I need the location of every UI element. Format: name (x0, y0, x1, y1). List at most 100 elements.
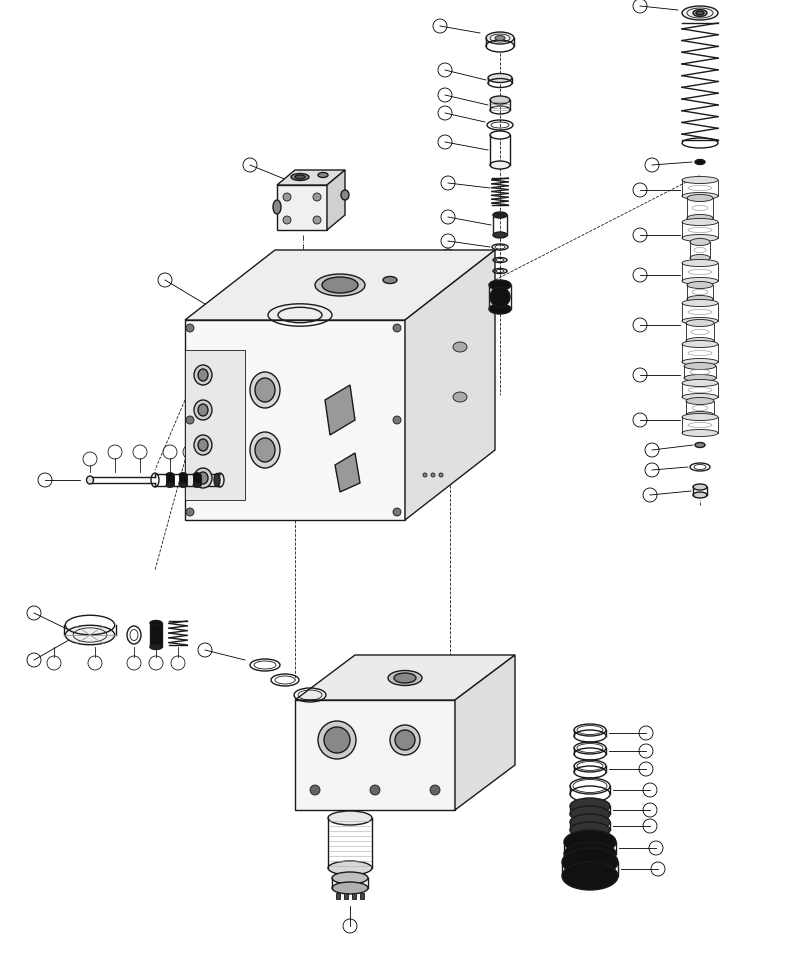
Ellipse shape (682, 413, 718, 420)
Ellipse shape (570, 822, 610, 838)
Ellipse shape (250, 372, 280, 408)
Bar (193, 475, 201, 485)
Polygon shape (185, 250, 495, 320)
Ellipse shape (315, 274, 365, 296)
Ellipse shape (682, 341, 718, 348)
Polygon shape (405, 250, 495, 520)
Ellipse shape (693, 484, 707, 490)
Ellipse shape (332, 882, 368, 894)
Circle shape (310, 785, 320, 795)
Ellipse shape (255, 378, 275, 402)
Ellipse shape (388, 671, 422, 685)
Ellipse shape (214, 473, 220, 487)
Ellipse shape (193, 482, 201, 488)
Ellipse shape (684, 362, 716, 370)
Ellipse shape (690, 255, 710, 261)
Ellipse shape (695, 160, 705, 165)
Circle shape (186, 508, 194, 516)
Ellipse shape (695, 442, 705, 447)
Ellipse shape (687, 282, 713, 288)
Bar (336, 893, 340, 899)
Ellipse shape (291, 173, 309, 180)
Circle shape (313, 216, 321, 224)
Polygon shape (277, 185, 327, 230)
Bar (352, 893, 356, 899)
Bar (150, 623, 162, 647)
Ellipse shape (86, 476, 93, 484)
Ellipse shape (193, 472, 201, 477)
Ellipse shape (570, 798, 610, 814)
Polygon shape (455, 655, 515, 810)
Bar (179, 475, 187, 485)
Ellipse shape (564, 830, 616, 854)
Ellipse shape (150, 620, 162, 625)
Ellipse shape (179, 482, 187, 488)
Ellipse shape (194, 365, 212, 385)
Ellipse shape (486, 32, 514, 44)
Polygon shape (185, 350, 245, 500)
Ellipse shape (493, 212, 507, 218)
Ellipse shape (693, 492, 707, 498)
Ellipse shape (273, 200, 281, 214)
Ellipse shape (295, 175, 305, 179)
Ellipse shape (682, 299, 718, 307)
Polygon shape (295, 655, 515, 700)
Ellipse shape (495, 36, 505, 41)
Ellipse shape (255, 438, 275, 462)
Circle shape (393, 324, 401, 332)
Polygon shape (277, 170, 345, 185)
Ellipse shape (250, 432, 280, 468)
Ellipse shape (682, 394, 718, 401)
Ellipse shape (395, 730, 415, 750)
Ellipse shape (684, 375, 716, 381)
Ellipse shape (198, 404, 208, 416)
Circle shape (490, 287, 510, 307)
Ellipse shape (198, 439, 208, 451)
Ellipse shape (690, 238, 710, 246)
Ellipse shape (682, 193, 718, 199)
Ellipse shape (198, 472, 208, 484)
Ellipse shape (383, 277, 397, 284)
Ellipse shape (322, 277, 358, 293)
Ellipse shape (682, 358, 718, 366)
Ellipse shape (318, 721, 356, 759)
Ellipse shape (328, 861, 372, 875)
Bar (166, 475, 174, 485)
Ellipse shape (493, 232, 507, 238)
Circle shape (393, 416, 401, 424)
Circle shape (313, 193, 321, 201)
Ellipse shape (150, 645, 162, 650)
Ellipse shape (686, 411, 714, 418)
Ellipse shape (65, 625, 115, 645)
Ellipse shape (687, 295, 713, 302)
Polygon shape (185, 320, 405, 520)
Ellipse shape (687, 195, 713, 201)
Ellipse shape (696, 11, 704, 15)
Ellipse shape (682, 176, 718, 184)
Circle shape (431, 473, 435, 477)
Ellipse shape (686, 398, 714, 405)
Ellipse shape (390, 725, 420, 755)
Circle shape (186, 324, 194, 332)
Circle shape (370, 785, 380, 795)
Ellipse shape (490, 96, 510, 104)
Polygon shape (295, 700, 455, 810)
Polygon shape (335, 453, 360, 492)
Ellipse shape (693, 10, 707, 16)
Ellipse shape (166, 482, 174, 488)
Circle shape (439, 473, 443, 477)
Ellipse shape (194, 468, 212, 488)
Ellipse shape (682, 6, 718, 20)
Ellipse shape (682, 278, 718, 285)
Ellipse shape (332, 872, 368, 884)
Ellipse shape (564, 842, 616, 866)
Ellipse shape (489, 304, 511, 314)
Ellipse shape (686, 338, 714, 345)
Circle shape (283, 216, 291, 224)
Ellipse shape (166, 472, 174, 477)
Ellipse shape (562, 848, 618, 876)
Ellipse shape (488, 74, 512, 82)
Ellipse shape (682, 379, 718, 386)
Ellipse shape (489, 280, 511, 290)
Circle shape (393, 508, 401, 516)
